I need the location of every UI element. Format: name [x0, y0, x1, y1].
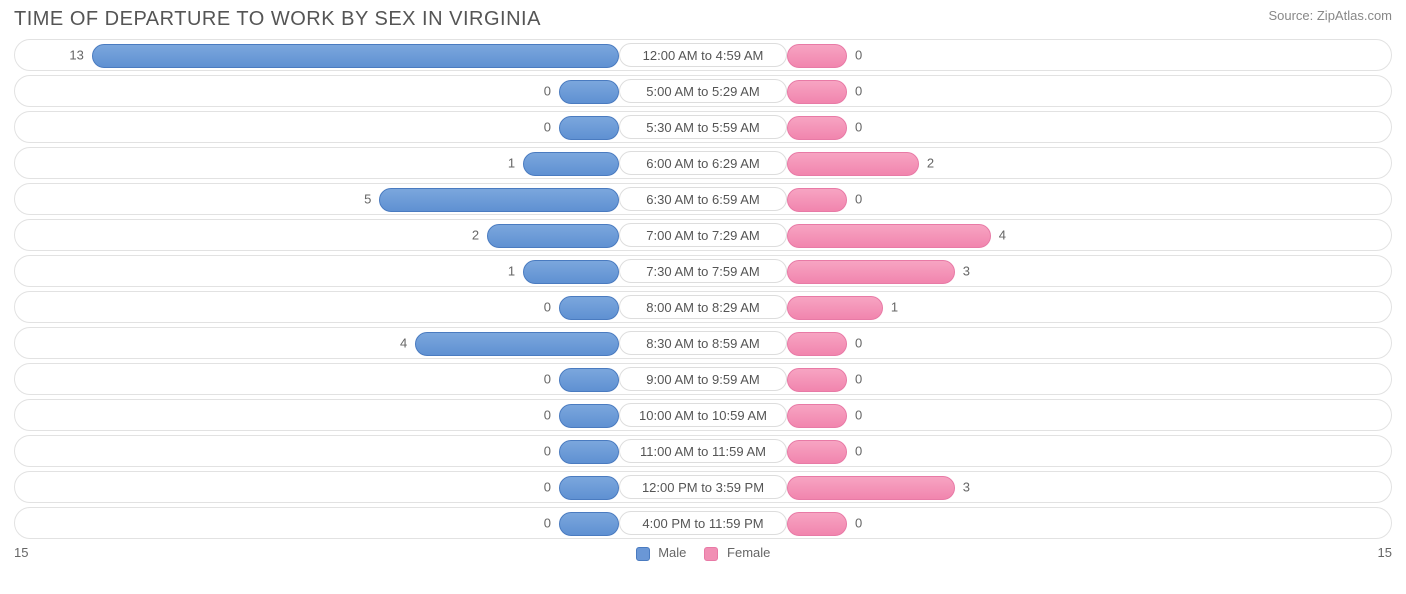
- female-bar: [787, 332, 847, 356]
- time-range-label: 8:30 AM to 8:59 AM: [619, 331, 787, 355]
- female-value: 0: [855, 444, 862, 459]
- male-value: 2: [472, 228, 479, 243]
- bar-row: 8:00 AM to 8:29 AM 0 1: [14, 291, 1392, 323]
- bar-row: 5:30 AM to 5:59 AM 0 0: [14, 111, 1392, 143]
- male-bar: [559, 296, 619, 320]
- bar-row: 9:00 AM to 9:59 AM 0 0: [14, 363, 1392, 395]
- axis-max-left: 15: [14, 545, 28, 560]
- bar-row: 4:00 PM to 11:59 PM 0 0: [14, 507, 1392, 539]
- male-value: 0: [544, 120, 551, 135]
- male-value: 0: [544, 516, 551, 531]
- male-bar: [559, 116, 619, 140]
- male-bar: [415, 332, 619, 356]
- female-bar: [787, 368, 847, 392]
- female-value: 0: [855, 372, 862, 387]
- bar-row: 8:30 AM to 8:59 AM 4 0: [14, 327, 1392, 359]
- male-value: 0: [544, 444, 551, 459]
- male-bar: [559, 440, 619, 464]
- female-value: 0: [855, 48, 862, 63]
- female-value: 3: [963, 264, 970, 279]
- bar-row: 6:00 AM to 6:29 AM 1 2: [14, 147, 1392, 179]
- female-bar: [787, 476, 955, 500]
- male-bar: [559, 476, 619, 500]
- legend: Male Female: [636, 545, 771, 561]
- male-value: 0: [544, 408, 551, 423]
- male-value: 0: [544, 84, 551, 99]
- female-bar: [787, 116, 847, 140]
- female-value: 1: [891, 300, 898, 315]
- chart-source: Source: ZipAtlas.com: [1268, 8, 1392, 23]
- male-swatch: [636, 547, 650, 561]
- male-bar: [487, 224, 619, 248]
- male-bar: [559, 512, 619, 536]
- male-bar: [559, 368, 619, 392]
- male-bar: [92, 44, 619, 68]
- female-bar: [787, 404, 847, 428]
- legend-female: Female: [704, 545, 770, 561]
- time-range-label: 5:00 AM to 5:29 AM: [619, 79, 787, 103]
- male-value: 5: [364, 192, 371, 207]
- axis-max-right: 15: [1378, 545, 1392, 560]
- time-range-label: 7:00 AM to 7:29 AM: [619, 223, 787, 247]
- female-value: 3: [963, 480, 970, 495]
- time-range-label: 9:00 AM to 9:59 AM: [619, 367, 787, 391]
- time-range-label: 12:00 PM to 3:59 PM: [619, 475, 787, 499]
- female-value: 0: [855, 84, 862, 99]
- bar-row: 7:00 AM to 7:29 AM 2 4: [14, 219, 1392, 251]
- female-value: 0: [855, 336, 862, 351]
- female-swatch: [704, 547, 718, 561]
- bar-row: 6:30 AM to 6:59 AM 5 0: [14, 183, 1392, 215]
- female-bar: [787, 188, 847, 212]
- female-value: 0: [855, 192, 862, 207]
- male-value: 1: [508, 156, 515, 171]
- female-value: 2: [927, 156, 934, 171]
- male-value: 1: [508, 264, 515, 279]
- female-bar: [787, 440, 847, 464]
- male-value: 0: [544, 480, 551, 495]
- bar-row: 12:00 AM to 4:59 AM 13 0: [14, 39, 1392, 71]
- male-value: 13: [69, 48, 83, 63]
- legend-male-label: Male: [658, 545, 686, 560]
- bar-row: 10:00 AM to 10:59 AM 0 0: [14, 399, 1392, 431]
- female-value: 0: [855, 120, 862, 135]
- bar-row: 7:30 AM to 7:59 AM 1 3: [14, 255, 1392, 287]
- male-value: 4: [400, 336, 407, 351]
- time-range-label: 7:30 AM to 7:59 AM: [619, 259, 787, 283]
- female-bar: [787, 80, 847, 104]
- female-value: 0: [855, 516, 862, 531]
- male-value: 0: [544, 372, 551, 387]
- chart-title: TIME OF DEPARTURE TO WORK BY SEX IN VIRG…: [14, 8, 541, 31]
- legend-male: Male: [636, 545, 687, 561]
- time-range-label: 5:30 AM to 5:59 AM: [619, 115, 787, 139]
- male-bar: [559, 404, 619, 428]
- female-bar: [787, 44, 847, 68]
- time-range-label: 12:00 AM to 4:59 AM: [619, 43, 787, 67]
- male-bar: [523, 152, 619, 176]
- diverging-bar-chart: 12:00 AM to 4:59 AM1305:00 AM to 5:29 AM…: [14, 39, 1392, 539]
- female-value: 0: [855, 408, 862, 423]
- legend-female-label: Female: [727, 545, 770, 560]
- time-range-label: 8:00 AM to 8:29 AM: [619, 295, 787, 319]
- male-bar: [559, 80, 619, 104]
- male-value: 0: [544, 300, 551, 315]
- bar-row: 12:00 PM to 3:59 PM 0 3: [14, 471, 1392, 503]
- time-range-label: 6:00 AM to 6:29 AM: [619, 151, 787, 175]
- female-bar: [787, 512, 847, 536]
- male-bar: [523, 260, 619, 284]
- time-range-label: 10:00 AM to 10:59 AM: [619, 403, 787, 427]
- male-bar: [379, 188, 619, 212]
- female-bar: [787, 152, 919, 176]
- female-bar: [787, 296, 883, 320]
- female-value: 4: [999, 228, 1006, 243]
- female-bar: [787, 224, 991, 248]
- bar-row: 5:00 AM to 5:29 AM 0 0: [14, 75, 1392, 107]
- time-range-label: 6:30 AM to 6:59 AM: [619, 187, 787, 211]
- time-range-label: 11:00 AM to 11:59 AM: [619, 439, 787, 463]
- bar-row: 11:00 AM to 11:59 AM 0 0: [14, 435, 1392, 467]
- female-bar: [787, 260, 955, 284]
- time-range-label: 4:00 PM to 11:59 PM: [619, 511, 787, 535]
